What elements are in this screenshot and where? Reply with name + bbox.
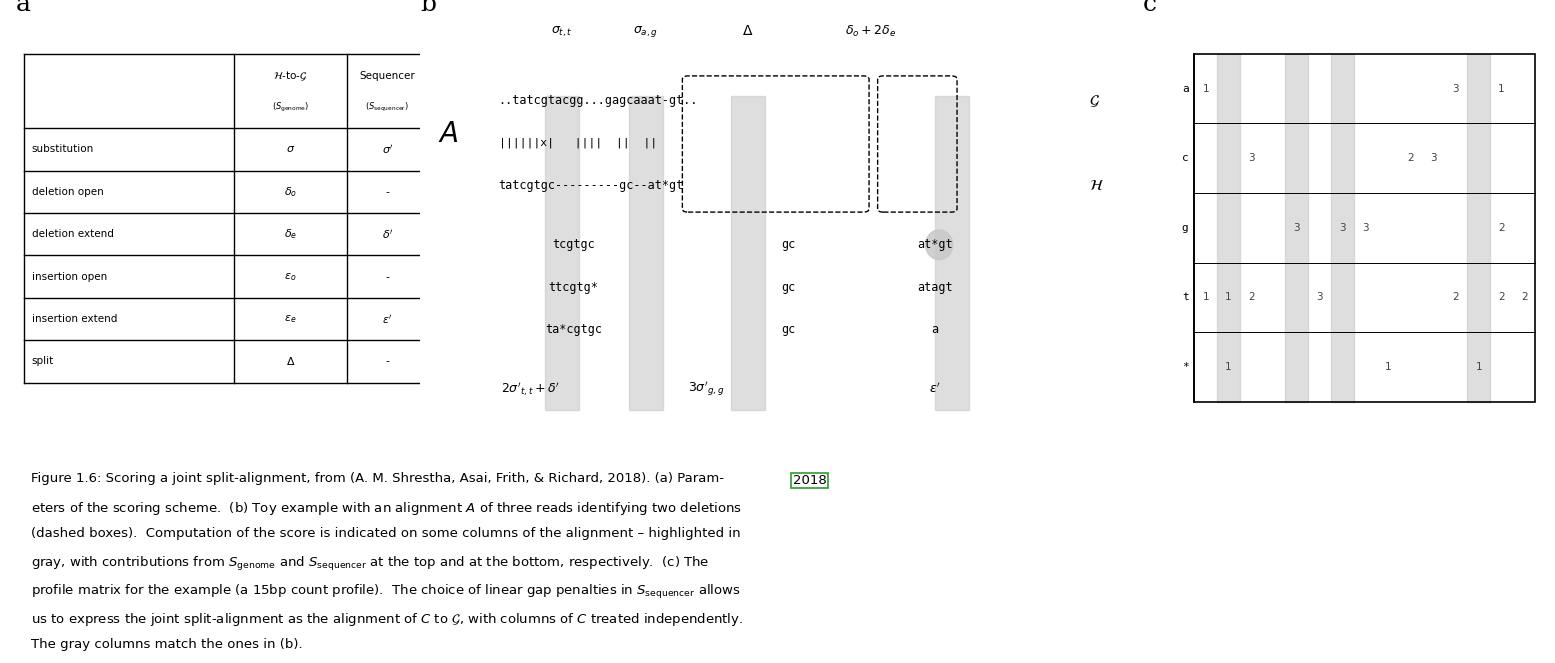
Bar bbox=[731, 96, 765, 410]
Text: tcgtgc: tcgtgc bbox=[552, 238, 596, 251]
Text: 1: 1 bbox=[1497, 84, 1505, 93]
Text: substitution: substitution bbox=[31, 145, 93, 154]
Text: $(S_\mathrm{genome})$: $(S_\mathrm{genome})$ bbox=[272, 101, 309, 115]
Text: $\delta_o$: $\delta_o$ bbox=[285, 185, 297, 199]
Text: The gray columns match the ones in (b).: The gray columns match the ones in (b). bbox=[31, 638, 303, 651]
Text: atagt: atagt bbox=[917, 280, 953, 294]
Text: us to express the joint split-alignment as the alignment of $C$ to $\mathcal{G}$: us to express the joint split-alignment … bbox=[31, 611, 743, 628]
Text: 2: 2 bbox=[1521, 292, 1527, 302]
Text: ||||||x|   ||||  ||  ||: ||||||x| |||| || || bbox=[499, 138, 656, 149]
Text: 2018: 2018 bbox=[793, 474, 827, 487]
Bar bbox=[1468, 54, 1490, 402]
Bar bbox=[546, 96, 580, 410]
Text: -: - bbox=[386, 272, 389, 282]
Text: b: b bbox=[420, 0, 435, 16]
Text: c: c bbox=[1143, 0, 1157, 16]
Text: $\Delta$: $\Delta$ bbox=[286, 355, 295, 367]
Text: $\mathcal{H}$: $\mathcal{H}$ bbox=[1088, 178, 1104, 193]
Text: $\epsilon'$: $\epsilon'$ bbox=[928, 382, 941, 396]
Text: eters of the scoring scheme.  (b) Toy example with an alignment $A$ of three rea: eters of the scoring scheme. (b) Toy exa… bbox=[31, 500, 742, 516]
Text: 2: 2 bbox=[1497, 223, 1505, 233]
Text: 2: 2 bbox=[1497, 292, 1505, 302]
Text: 3: 3 bbox=[1452, 84, 1459, 93]
Text: profile matrix for the example (a 15bp count profile).  The choice of linear gap: profile matrix for the example (a 15bp c… bbox=[31, 583, 740, 601]
Bar bbox=[1331, 54, 1353, 402]
Text: a: a bbox=[16, 0, 31, 16]
Text: 1: 1 bbox=[1225, 292, 1232, 302]
Ellipse shape bbox=[925, 230, 953, 260]
Text: gray, with contributions from $S_{\mathrm{genome}}$ and $S_{\mathrm{sequencer}}$: gray, with contributions from $S_{\mathr… bbox=[31, 555, 709, 573]
Text: gc: gc bbox=[781, 238, 795, 251]
Text: c: c bbox=[1182, 153, 1188, 163]
Text: $\sigma$: $\sigma$ bbox=[286, 145, 295, 154]
Text: -: - bbox=[386, 357, 389, 367]
Text: $\mathcal{G}$: $\mathcal{G}$ bbox=[1088, 93, 1099, 109]
Text: $\sigma'$: $\sigma'$ bbox=[381, 143, 393, 156]
Text: gc: gc bbox=[781, 280, 795, 294]
Text: 2: 2 bbox=[1452, 292, 1459, 302]
Text: 3: 3 bbox=[1362, 223, 1368, 233]
Text: $\epsilon_o$: $\epsilon_o$ bbox=[285, 271, 297, 282]
Text: at*gt: at*gt bbox=[917, 238, 953, 251]
Text: $\delta_o + 2\delta_e$: $\delta_o + 2\delta_e$ bbox=[844, 24, 896, 39]
Text: gc: gc bbox=[781, 323, 795, 336]
Text: $A$: $A$ bbox=[439, 121, 459, 149]
Text: g: g bbox=[1182, 223, 1188, 233]
Text: $\sigma_{t,t}$: $\sigma_{t,t}$ bbox=[552, 24, 572, 38]
Text: ..tatcgtacgg...gagcaaat-gt..: ..tatcgtacgg...gagcaaat-gt.. bbox=[499, 94, 698, 107]
Text: Sequencer: Sequencer bbox=[359, 71, 415, 81]
Bar bbox=[1218, 54, 1239, 402]
Text: a: a bbox=[1182, 84, 1188, 93]
Text: split: split bbox=[31, 357, 54, 367]
Text: $2\sigma'_{t,t} + \delta'$: $2\sigma'_{t,t} + \delta'$ bbox=[501, 380, 560, 398]
Text: t: t bbox=[1182, 292, 1188, 302]
Text: 1: 1 bbox=[1384, 362, 1392, 372]
Text: 2: 2 bbox=[1407, 153, 1413, 163]
Text: -: - bbox=[386, 187, 389, 197]
Text: (dashed boxes).  Computation of the score is indicated on some columns of the al: (dashed boxes). Computation of the score… bbox=[31, 527, 740, 540]
Text: ttcgtg*: ttcgtg* bbox=[549, 280, 599, 294]
Bar bbox=[628, 96, 662, 410]
Text: deletion open: deletion open bbox=[31, 187, 104, 197]
Text: insertion open: insertion open bbox=[31, 272, 107, 282]
Text: 3: 3 bbox=[1249, 153, 1255, 163]
Text: 1: 1 bbox=[1476, 362, 1482, 372]
Text: 3: 3 bbox=[1431, 153, 1437, 163]
Text: $\mathcal{H}$-to-$\mathcal{G}$: $\mathcal{H}$-to-$\mathcal{G}$ bbox=[274, 70, 308, 83]
Text: $\epsilon'$: $\epsilon'$ bbox=[383, 312, 393, 326]
Bar bbox=[1286, 54, 1308, 402]
Text: $\Delta$: $\Delta$ bbox=[742, 24, 754, 38]
Text: 1: 1 bbox=[1225, 362, 1232, 372]
Text: ta*cgtgc: ta*cgtgc bbox=[546, 323, 602, 336]
Text: Figure 1.6: Scoring a joint split-alignment, from (A. M. Shrestha, Asai, Frith, : Figure 1.6: Scoring a joint split-alignm… bbox=[31, 472, 725, 485]
Bar bbox=[1194, 54, 1535, 402]
Bar bbox=[935, 96, 969, 410]
Text: deletion extend: deletion extend bbox=[31, 229, 114, 239]
Text: $3\sigma'_{g,g}$: $3\sigma'_{g,g}$ bbox=[687, 380, 725, 398]
Text: $\sigma_{a,g}$: $\sigma_{a,g}$ bbox=[633, 24, 658, 39]
Text: $\delta_e$: $\delta_e$ bbox=[285, 227, 297, 241]
Text: *: * bbox=[1182, 362, 1188, 372]
Text: 2: 2 bbox=[1249, 292, 1255, 302]
Text: a: a bbox=[931, 323, 938, 336]
Text: 3: 3 bbox=[1339, 223, 1345, 233]
Text: $\delta'$: $\delta'$ bbox=[381, 227, 393, 241]
Text: 3: 3 bbox=[1316, 292, 1323, 302]
Text: tatcgtgc---------gc--at*gt: tatcgtgc---------gc--at*gt bbox=[499, 179, 684, 192]
Text: 1: 1 bbox=[1202, 292, 1210, 302]
Text: $(S_\mathrm{sequencer})$: $(S_\mathrm{sequencer})$ bbox=[365, 101, 409, 115]
Text: insertion extend: insertion extend bbox=[31, 314, 117, 324]
Text: 1: 1 bbox=[1202, 84, 1210, 93]
Text: 3: 3 bbox=[1294, 223, 1300, 233]
Text: $\epsilon_e$: $\epsilon_e$ bbox=[285, 313, 297, 325]
